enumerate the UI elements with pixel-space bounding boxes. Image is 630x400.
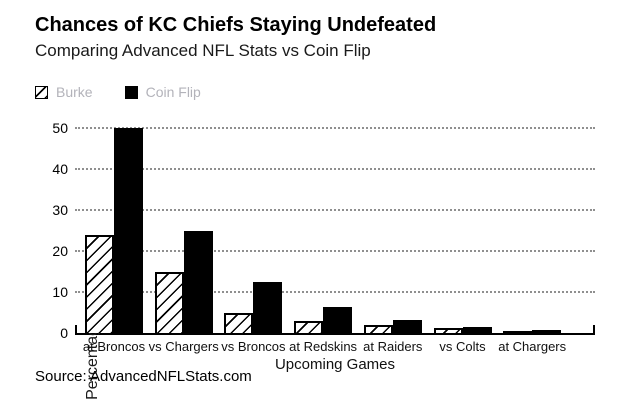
y-tick-40: 40 bbox=[52, 161, 68, 177]
bar-burke-7 bbox=[503, 330, 533, 333]
legend-item-burke: Burke bbox=[35, 84, 93, 100]
x-axis-title: Upcoming Games bbox=[274, 356, 396, 373]
bar-coin-flip-7 bbox=[532, 329, 562, 333]
bar-burke-4 bbox=[294, 320, 324, 333]
gridline-50 bbox=[75, 127, 595, 129]
legend-swatch-coin-flip bbox=[124, 85, 138, 99]
bar-coin-flip-4 bbox=[323, 307, 353, 333]
chart-title: Chances of KC Chiefs Staying Undefeated bbox=[35, 14, 437, 36]
bar-group-1 bbox=[85, 128, 143, 333]
legend: Burke Coin Flip bbox=[35, 84, 201, 100]
y-tick-20: 20 bbox=[52, 243, 68, 259]
bar-coin-flip-3 bbox=[253, 281, 283, 333]
gridline-30 bbox=[75, 209, 595, 211]
bar-burke-3 bbox=[224, 312, 254, 333]
bar-burke-1 bbox=[85, 234, 114, 333]
bar-group-3 bbox=[224, 281, 283, 333]
bar-coin-flip-6 bbox=[462, 326, 492, 333]
bar-group-7 bbox=[503, 329, 562, 333]
x-axis-left-endcap bbox=[75, 325, 77, 333]
x-category-label-7: at Chargers bbox=[498, 339, 567, 354]
x-axis-right-endcap bbox=[593, 325, 595, 333]
bar-group-2 bbox=[154, 230, 213, 333]
bar-coin-flip-2 bbox=[183, 230, 213, 333]
bar-group-4 bbox=[294, 307, 353, 333]
x-category-label-2: vs Chargers bbox=[148, 339, 219, 354]
bar-coin-flip-5 bbox=[392, 320, 422, 333]
gridline-20 bbox=[75, 250, 595, 252]
bar-burke-6 bbox=[433, 327, 463, 333]
gridline-40 bbox=[75, 168, 595, 170]
source-credit: Source: AdvancedNFLStats.com bbox=[35, 368, 252, 385]
x-category-label-1: at Broncos bbox=[82, 339, 146, 354]
plot-area: Percentage bbox=[75, 127, 595, 400]
x-category-label-6: vs Colts bbox=[439, 339, 486, 354]
x-category-label-4: at Redskins bbox=[289, 339, 358, 354]
legend-label-burke: Burke bbox=[56, 84, 93, 100]
y-tick-30: 30 bbox=[52, 202, 68, 218]
bar-group-6 bbox=[433, 326, 492, 333]
y-tick-50: 50 bbox=[52, 120, 68, 136]
legend-item-coin-flip: Coin Flip bbox=[124, 84, 201, 100]
x-category-label-5: at Raiders bbox=[363, 339, 423, 354]
x-category-label-3: vs Broncos bbox=[221, 339, 286, 354]
legend-label-coin-flip: Coin Flip bbox=[145, 84, 201, 100]
bar-burke-5 bbox=[363, 324, 393, 333]
bar-group-5 bbox=[363, 320, 422, 333]
y-tick-10: 10 bbox=[52, 284, 68, 300]
bar-coin-flip-1 bbox=[114, 128, 143, 333]
chart-subtitle: Comparing Advanced NFL Stats vs Coin Fli… bbox=[35, 41, 371, 60]
gridline-10 bbox=[75, 291, 595, 293]
legend-swatch-burke bbox=[35, 85, 48, 99]
y-tick-0: 0 bbox=[60, 325, 68, 341]
bar-burke-2 bbox=[154, 271, 184, 333]
